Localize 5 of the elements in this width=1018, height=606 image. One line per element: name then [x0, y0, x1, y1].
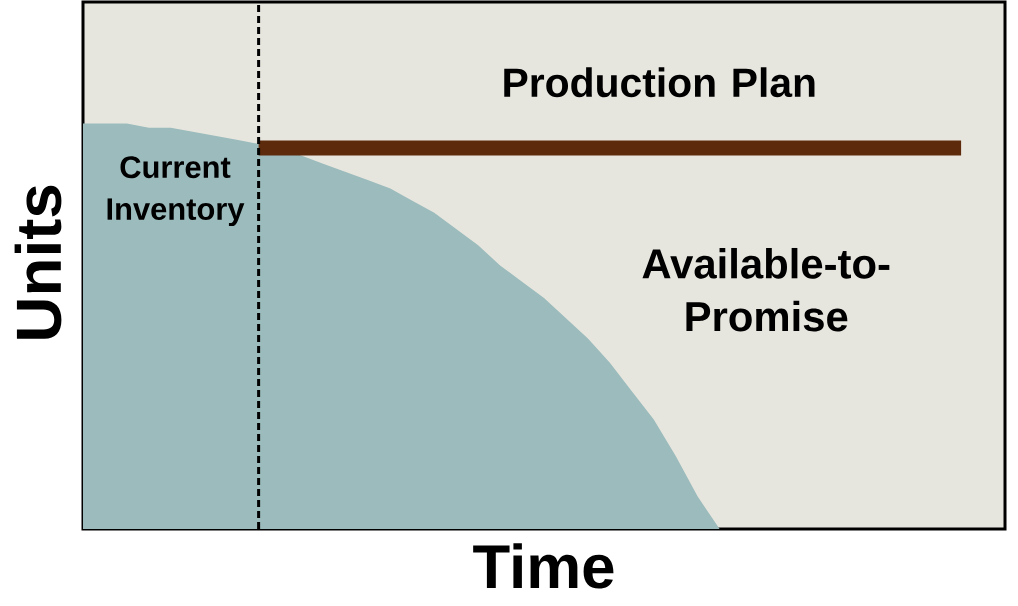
annotation: Available-to-Promise	[642, 247, 890, 332]
series-label: Production Plan	[504, 67, 815, 98]
series-label: Current Inventory	[107, 156, 245, 227]
y-axis-title: Units	[14, 185, 62, 339]
x-axis-title: Time	[473, 543, 614, 589]
